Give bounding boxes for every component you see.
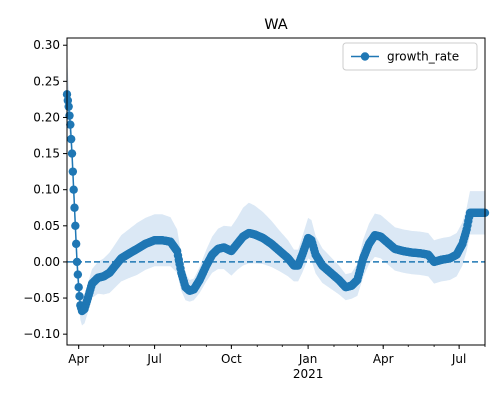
data-point: [71, 239, 81, 249]
x-tick-label: Apr: [373, 352, 394, 366]
x-tick-label: Apr: [68, 352, 89, 366]
x-tick-label: Jul: [146, 352, 161, 366]
series-line-growth-rate: [66, 94, 485, 313]
y-tick-label: 0.05: [33, 219, 60, 233]
y-tick-label: 0.00: [33, 255, 60, 269]
chart-title: WA: [264, 17, 288, 33]
data-point: [72, 257, 82, 267]
uncertainty-band-layer: [67, 58, 485, 326]
data-point: [73, 270, 83, 279]
data-point: [71, 221, 80, 231]
y-tick-label: 0.30: [33, 38, 60, 52]
data-point: [66, 120, 75, 129]
axes-frame: [66, 37, 486, 346]
data-point: [67, 149, 77, 158]
y-tick-label: 0.25: [33, 74, 60, 88]
x-tick-label: Jan: [298, 352, 318, 366]
data-point: [70, 203, 79, 212]
data-point: [64, 102, 73, 111]
data-point: [66, 134, 76, 144]
series-line-layer: [66, 94, 485, 313]
series-points-layer: [62, 90, 490, 316]
y-tick-label: 0.20: [33, 110, 60, 124]
x-year-label: 2021: [293, 367, 324, 381]
legend: growth_rate: [342, 42, 478, 71]
data-point: [63, 96, 73, 105]
uncertainty-band: [67, 58, 485, 326]
y-tick-label: 0.10: [33, 183, 60, 197]
data-point: [75, 292, 84, 301]
legend-entry-growth-rate: growth_rate: [387, 50, 459, 64]
x-axis-ticks: Apr Jul Oct Jan Apr Jul 2021: [68, 345, 486, 381]
y-tick-label: −0.05: [23, 291, 60, 305]
data-point: [68, 167, 78, 176]
x-tick-label: Jul: [451, 352, 466, 366]
x-tick-label: Oct: [221, 352, 242, 366]
y-tick-label: 0.15: [33, 147, 60, 161]
y-axis-ticks: −0.10 −0.05 0.00 0.05 0.10 0.15 0.20 0.25 0.30: [23, 38, 67, 341]
legend-box: [342, 42, 478, 71]
data-point: [74, 283, 83, 292]
y-tick-label: −0.10: [23, 327, 60, 341]
data-point: [69, 185, 78, 194]
legend-marker-swatch: [360, 52, 370, 61]
